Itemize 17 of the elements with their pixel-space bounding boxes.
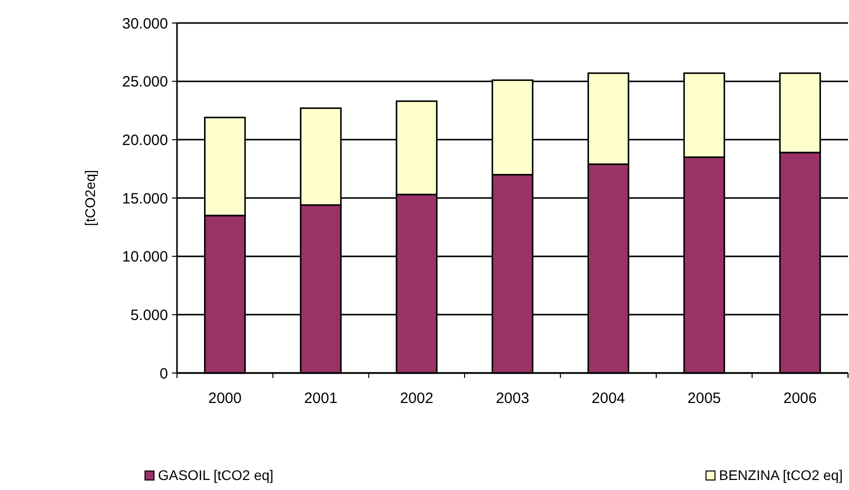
- x-tick-label: 2001: [304, 390, 338, 407]
- y-tick-label: 25.000: [122, 74, 168, 91]
- legend-label: GASOIL [tCO2 eq]: [158, 467, 274, 483]
- y-axis-title: [tCO2eq]: [82, 170, 98, 226]
- legend-label: BENZINA [tCO2 eq]: [719, 467, 843, 483]
- y-tick-label: 10.000: [122, 248, 168, 266]
- y-tick-label: 5.000: [130, 306, 168, 324]
- x-tick-label: 2000: [208, 390, 242, 407]
- x-tick-label: 2004: [592, 390, 626, 407]
- y-tick-label: 0: [160, 365, 168, 382]
- y-tick-label: 20.000: [122, 132, 168, 149]
- x-tick-label: 2006: [783, 390, 817, 407]
- x-tick-label: 2003: [496, 390, 530, 407]
- x-tick-label: 2002: [400, 390, 434, 407]
- x-tick-label: 2005: [688, 390, 721, 407]
- y-tick-label: 15.000: [122, 190, 168, 208]
- y-tick-label: 30.000: [122, 15, 168, 32]
